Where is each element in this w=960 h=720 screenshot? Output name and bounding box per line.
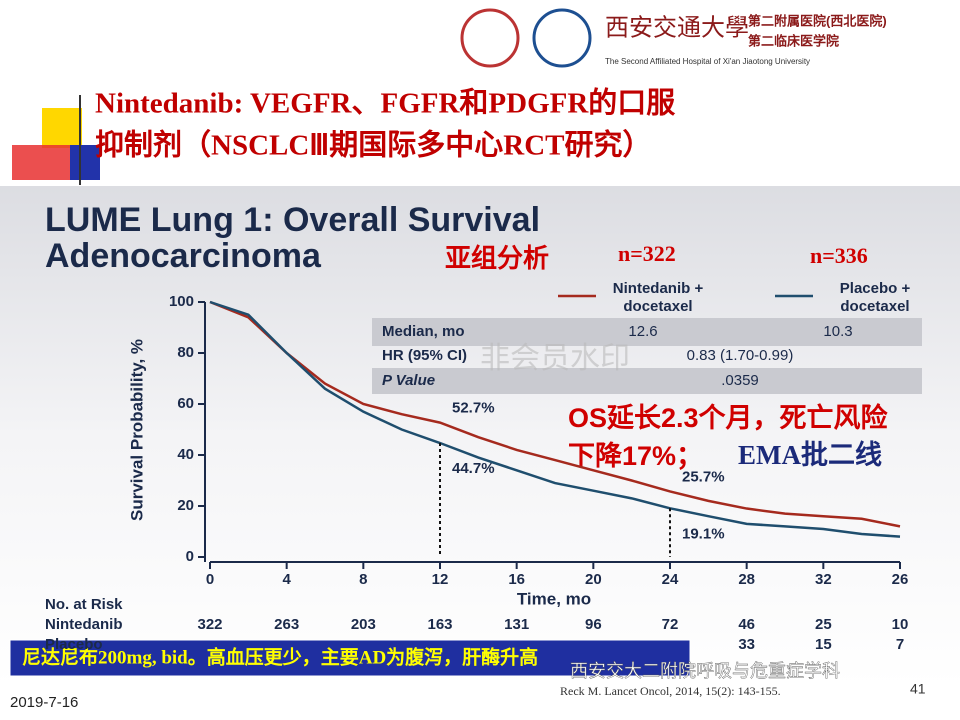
y-tick-label: 60	[177, 395, 194, 412]
n-label: n=336	[810, 243, 868, 268]
legend-label: docetaxel	[840, 298, 909, 315]
deco	[12, 145, 72, 180]
x-tick-label: 28	[738, 571, 755, 588]
data-label: 19.1%	[682, 525, 725, 542]
deco	[42, 108, 82, 148]
watermark: 非会员水印	[480, 342, 630, 375]
risk-value: 10	[892, 616, 909, 633]
risk-value: 46	[738, 616, 755, 633]
risk-value: 163	[427, 616, 452, 633]
subgroup: 亚组分析	[445, 243, 549, 273]
table-cell: HR (95% CI)	[382, 347, 467, 364]
risk-value: 15	[815, 636, 832, 653]
table-band	[372, 318, 922, 346]
note: EMA批二线	[738, 440, 882, 470]
y-tick-label: 20	[177, 497, 194, 514]
risk-value: 322	[197, 616, 222, 633]
logo-text: 第二临床医学院	[748, 33, 839, 48]
risk-value: 203	[351, 616, 376, 633]
x-tick-label: 0	[206, 571, 214, 588]
table-cell: 10.3	[823, 323, 852, 340]
legend-label: docetaxel	[623, 298, 692, 315]
data-label: 52.7%	[452, 400, 495, 417]
risk-value: 263	[274, 616, 299, 633]
x-tick-label: 12	[432, 571, 449, 588]
x-tick-label: 24	[662, 571, 679, 588]
x-tick-label: 20	[585, 571, 602, 588]
risk-value: 72	[662, 616, 679, 633]
legend-label: Placebo +	[840, 280, 911, 297]
y-tick-label: 40	[177, 446, 194, 463]
data-label: 44.7%	[452, 460, 495, 477]
table-cell: P Value	[382, 372, 435, 389]
survival-curve	[209, 300, 901, 538]
brand: 西安交大二附院呼吸与危重症学科	[570, 661, 840, 681]
banner-text: 尼达尼布200mg, bid。高血压更少，主要AD为腹泻，肝酶升高	[22, 645, 538, 668]
y-axis-label: Survival Probability, %	[127, 339, 146, 521]
note: OS延长2.3个月，死亡风险	[568, 402, 889, 433]
x-tick-label: 16	[508, 571, 525, 588]
chart-title: Adenocarcinoma	[45, 237, 322, 275]
deco	[70, 145, 100, 180]
logo	[460, 8, 520, 68]
risk-value: 25	[815, 616, 832, 633]
data-label: 25.7%	[682, 468, 725, 485]
slide-image	[0, 186, 960, 686]
survival-curve	[209, 300, 901, 528]
x-tick-label: 8	[359, 571, 367, 588]
x-tick-label: 26	[892, 571, 909, 588]
risk-value: 33	[738, 636, 755, 653]
y-tick-label: 0	[186, 548, 194, 565]
risk-value: 131	[504, 616, 529, 633]
x-axis-label: Time, mo	[517, 589, 591, 608]
table-band	[372, 368, 922, 394]
logo-text: 西安交通大學	[605, 15, 749, 42]
risk-title: No. at Risk	[45, 596, 123, 613]
table-cell: 12.6	[628, 323, 657, 340]
risk-name: Placebo	[45, 636, 103, 653]
banner	[9, 639, 691, 677]
title: Nintedanib: VEGFR、FGFR和PDGFR的口服	[95, 86, 676, 120]
page-number: 41	[910, 681, 926, 697]
logo-text: The Second Affiliated Hospital of Xi'an …	[605, 57, 810, 66]
risk-value: 96	[585, 616, 602, 633]
risk-value: 7	[896, 636, 904, 653]
legend-label: Nintedanib +	[613, 280, 704, 297]
citation: Reck M. Lancet Oncol, 2014, 15(2): 143-1…	[560, 684, 781, 698]
logo-text: 第二附属医院(西北医院)	[748, 13, 887, 28]
chart-title: LUME Lung 1: Overall Survival	[45, 201, 540, 239]
y-tick-label: 80	[177, 344, 194, 361]
x-tick-label: 32	[815, 571, 832, 588]
table-cell: Median, mo	[382, 323, 465, 340]
n-label: n=322	[618, 241, 676, 266]
date: 2019-7-16	[10, 694, 78, 711]
table-cell: 0.83 (1.70-0.99)	[687, 347, 794, 364]
note: 下降17%；	[568, 441, 703, 471]
y-tick-label: 100	[169, 293, 194, 310]
table-cell: .0359	[721, 372, 759, 389]
logo	[532, 8, 592, 68]
title: 抑制剂（NSCLCⅢ期国际多中心RCT研究）	[95, 128, 652, 162]
x-tick-label: 4	[282, 571, 291, 588]
risk-name: Nintedanib	[45, 616, 123, 633]
